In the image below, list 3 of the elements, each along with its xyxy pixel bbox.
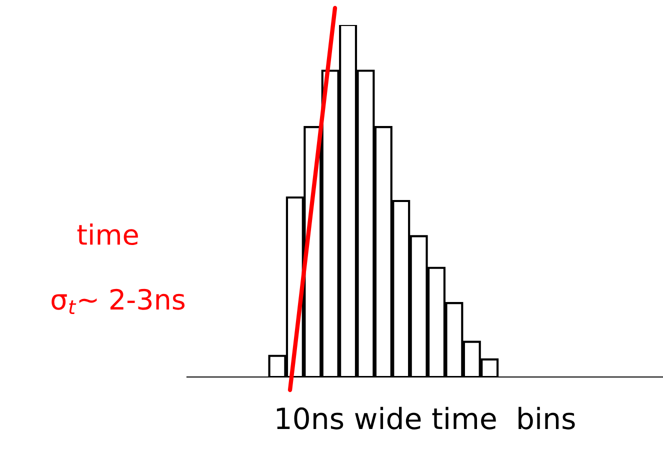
text: time (77, 224, 138, 246)
x-axis-title: 10ns wide time bins (276, 406, 575, 430)
text: σ$_{t}$∼ 2-3ns (52, 288, 185, 314)
